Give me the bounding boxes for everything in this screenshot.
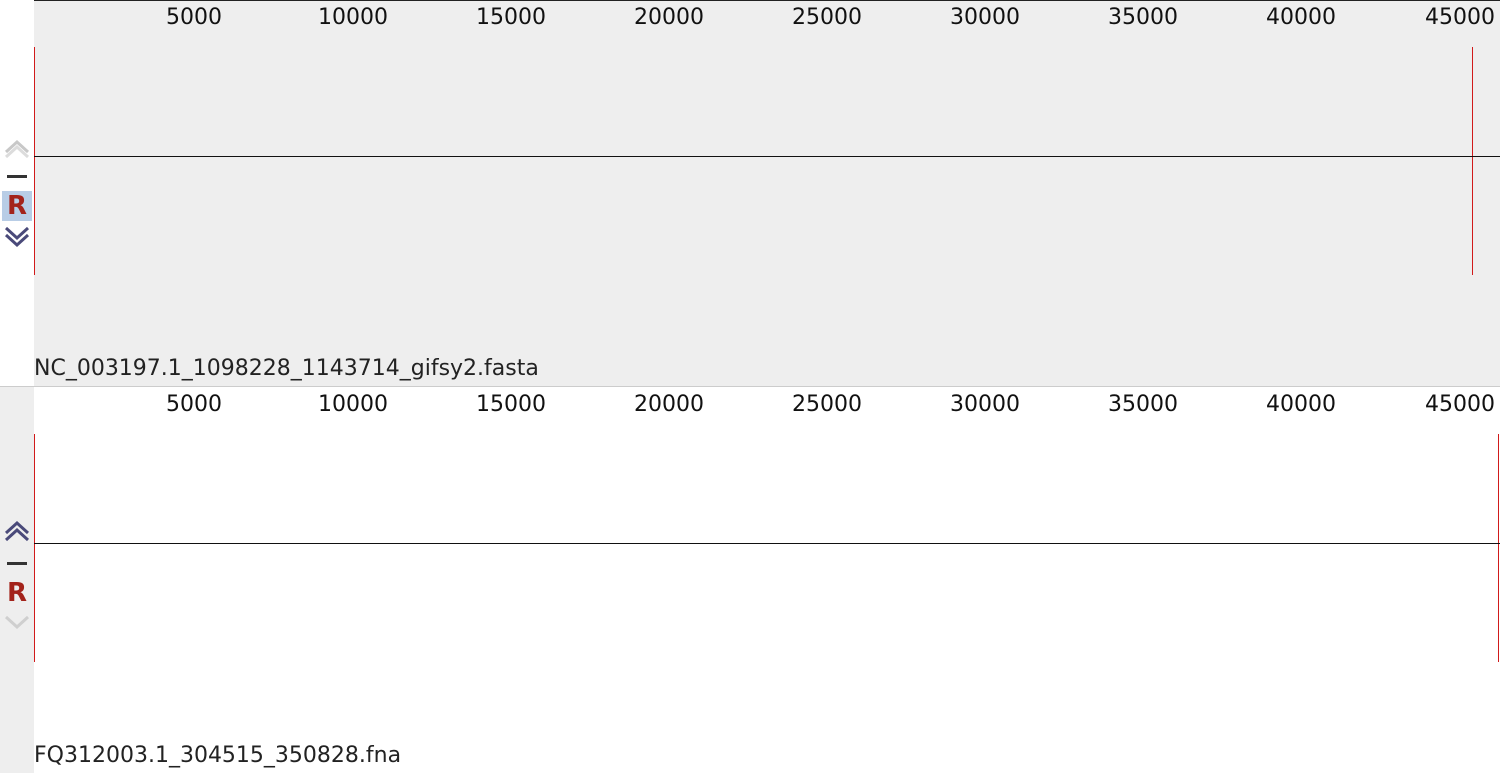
chevron-up-icon (4, 520, 30, 542)
ruler-tick: 10000 (318, 5, 388, 30)
sequence-axis (34, 543, 1500, 544)
ruler-tick: 5000 (166, 5, 222, 30)
panel-divider (0, 386, 1500, 387)
collapse-button[interactable] (2, 553, 32, 573)
ruler-tick: 45000 (1425, 5, 1495, 30)
sequence-track[interactable]: 5000 10000 15000 20000 25000 30000 35000… (34, 387, 1500, 773)
sequence-panel-2: R 5000 10000 15000 20000 25000 30000 350… (0, 387, 1500, 773)
sequence-end-marker (1498, 434, 1499, 662)
ruler-tick: 30000 (950, 392, 1020, 417)
position-ruler: 5000 10000 15000 20000 25000 30000 35000… (34, 387, 1500, 427)
ruler-tick: 5000 (166, 392, 222, 417)
sequence-start-marker (34, 434, 35, 662)
collapse-button[interactable] (2, 166, 32, 186)
sequence-end-marker (1472, 47, 1473, 275)
ruler-tick: 15000 (476, 392, 546, 417)
chevron-up-icon (4, 139, 30, 158)
minus-icon (7, 175, 27, 178)
ruler-line (34, 0, 1500, 1)
ruler-tick: 10000 (318, 392, 388, 417)
ruler-tick: 45000 (1425, 392, 1495, 417)
move-down-button[interactable] (2, 612, 32, 638)
sequence-track[interactable]: 5000 10000 15000 20000 25000 30000 35000… (34, 0, 1500, 386)
move-up-button[interactable] (2, 132, 32, 158)
chevron-down-icon (4, 226, 30, 248)
ruler-tick: 40000 (1266, 392, 1336, 417)
ruler-tick: 40000 (1266, 5, 1336, 30)
sequence-start-marker (34, 47, 35, 275)
ruler-tick: 35000 (1108, 392, 1178, 417)
sequence-name: FQ312003.1_304515_350828.fna (34, 743, 402, 768)
ruler-tick: 25000 (792, 392, 862, 417)
ruler-tick: 30000 (950, 5, 1020, 30)
ruler-tick: 20000 (634, 392, 704, 417)
reset-icon: R (2, 191, 32, 221)
chevron-down-icon (4, 615, 30, 630)
sequence-axis (34, 156, 1500, 157)
reset-icon: R (6, 578, 28, 608)
position-ruler: 5000 10000 15000 20000 25000 30000 35000… (34, 0, 1500, 40)
sequence-name: NC_003197.1_1098228_1143714_gifsy2.fasta (34, 356, 539, 381)
ruler-tick: 15000 (476, 5, 546, 30)
reset-button[interactable]: R (2, 578, 32, 608)
sequence-panel-1: R 5000 10000 15000 20000 25000 30000 350… (0, 0, 1500, 386)
ruler-tick: 35000 (1108, 5, 1178, 30)
reset-button[interactable]: R (2, 191, 32, 221)
move-up-button[interactable] (2, 519, 32, 545)
minus-icon (7, 562, 27, 565)
ruler-tick: 20000 (634, 5, 704, 30)
move-down-button[interactable] (2, 225, 32, 251)
panel-controls: R (0, 387, 34, 773)
panel-controls: R (0, 0, 34, 386)
ruler-tick: 25000 (792, 5, 862, 30)
